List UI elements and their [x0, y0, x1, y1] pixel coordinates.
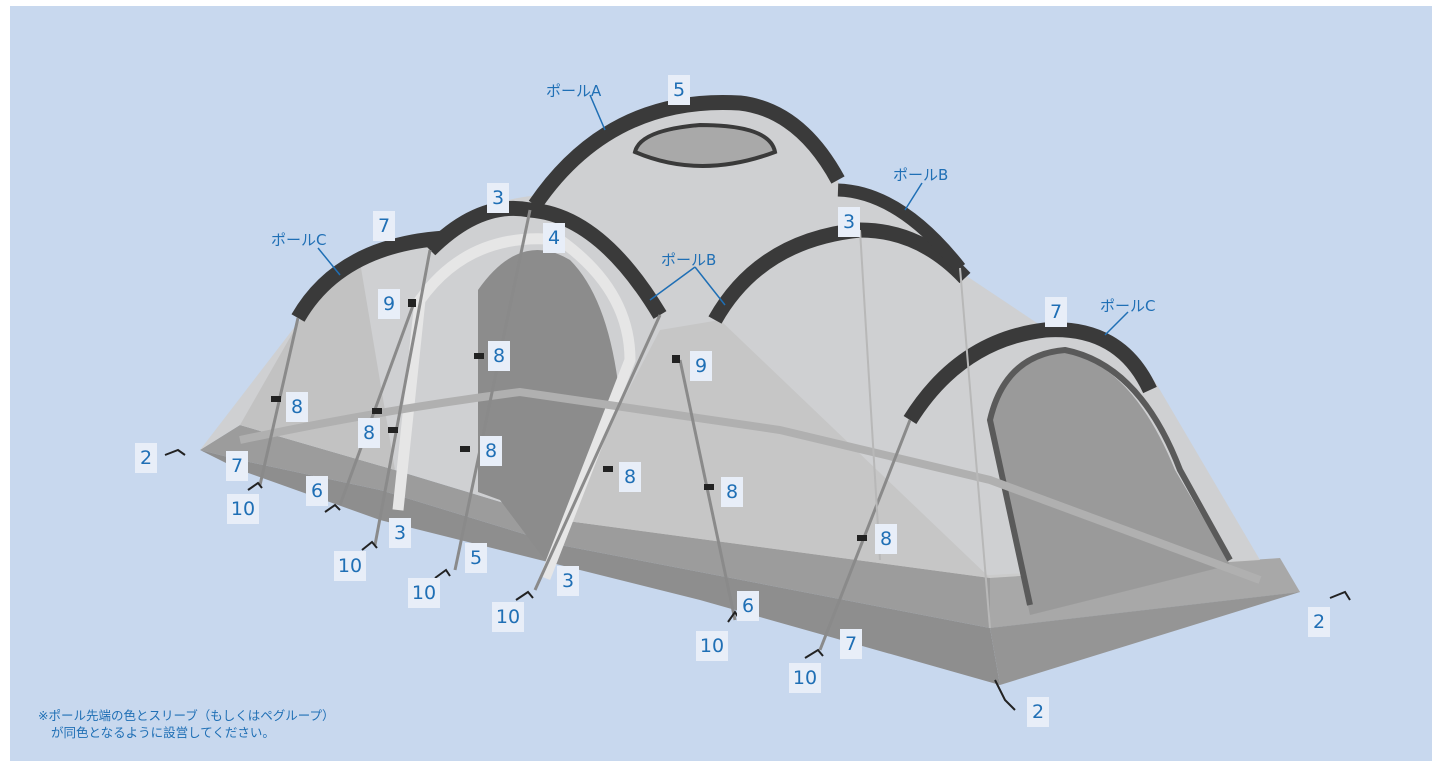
buckle	[857, 535, 867, 541]
right-door-trim	[986, 346, 1233, 606]
callout-8: 8	[488, 341, 510, 371]
pole-c-right-leader	[1104, 311, 1129, 336]
buckle	[408, 299, 416, 307]
callout-2: 2	[1308, 607, 1330, 637]
pole-line	[453, 209, 532, 571]
callout-8: 8	[875, 524, 897, 554]
pole-b-label: ポールB	[661, 251, 717, 269]
setup-note-line-1: ※ポール先端の色とスリーブ（もしくはペグループ）	[38, 708, 335, 723]
callout-7: 7	[1045, 297, 1067, 327]
pole-c-label: ポールC	[1100, 297, 1156, 315]
pole-c-left-leader	[317, 247, 341, 276]
pole-b-top-leader	[904, 182, 923, 211]
callout-4: 4	[543, 223, 565, 253]
callout-8: 8	[619, 462, 641, 492]
callout-8: 8	[480, 436, 502, 466]
pole-b-label: ポールB	[893, 166, 949, 184]
pole-a-leader	[589, 94, 606, 131]
pole-line	[859, 229, 881, 561]
callout-2: 2	[135, 443, 157, 473]
pole-a-sleeve	[528, 94, 845, 210]
pole-b-rear-top-sleeve	[837, 183, 966, 273]
callout-7: 7	[226, 451, 248, 481]
pole-a-label: ポールA	[546, 82, 602, 100]
pole-c-left-sleeve	[291, 230, 446, 322]
tent-belt-line	[239, 387, 1262, 584]
callout-10: 10	[408, 578, 440, 608]
buckle	[603, 466, 613, 472]
roof-vent	[632, 122, 778, 168]
pole-c-label: ポールC	[271, 231, 327, 249]
buckle	[474, 353, 484, 359]
callout-9: 9	[378, 289, 400, 319]
callout-6: 6	[737, 591, 759, 621]
pole-c-right-sleeve	[903, 322, 1157, 424]
callout-3: 3	[389, 518, 411, 548]
callout-3: 3	[557, 566, 579, 596]
buckle	[460, 446, 470, 452]
callout-2: 2	[1027, 697, 1049, 727]
buckle	[271, 396, 281, 402]
callout-9: 9	[690, 351, 712, 381]
front-door-opening	[478, 250, 620, 560]
tent-front-wall	[560, 320, 990, 578]
callout-6: 6	[306, 476, 328, 506]
callout-8: 8	[358, 418, 380, 448]
callout-8: 8	[286, 392, 308, 422]
buckle	[704, 484, 714, 490]
pole-line	[959, 267, 991, 629]
pole-line	[338, 299, 417, 506]
pole-b-mid-leader	[649, 266, 726, 306]
buckle	[388, 427, 398, 433]
callout-7: 7	[373, 211, 395, 241]
callout-3: 3	[838, 207, 860, 237]
callout-5: 5	[668, 75, 690, 105]
callout-3: 3	[487, 183, 509, 213]
setup-note-line-2: が同色となるように設営してください。	[51, 725, 275, 740]
pole-line	[373, 249, 432, 546]
callout-5: 5	[465, 543, 487, 573]
pole-b-front-sleeve	[424, 200, 667, 319]
pole-line	[533, 314, 662, 591]
callout-10: 10	[789, 663, 821, 693]
callout-10: 10	[492, 602, 524, 632]
callout-10: 10	[334, 551, 366, 581]
callout-7: 7	[840, 629, 862, 659]
callout-10: 10	[227, 494, 259, 524]
setup-note: ※ポール先端の色とスリーブ（もしくはペグループ） が同色となるように設営してくだ…	[38, 707, 334, 741]
tent-bottom-right	[990, 592, 1300, 685]
callout-10: 10	[696, 631, 728, 661]
buckle	[372, 408, 382, 414]
peg-group	[164, 448, 1351, 711]
buckle	[672, 355, 680, 363]
callout-8: 8	[721, 477, 743, 507]
